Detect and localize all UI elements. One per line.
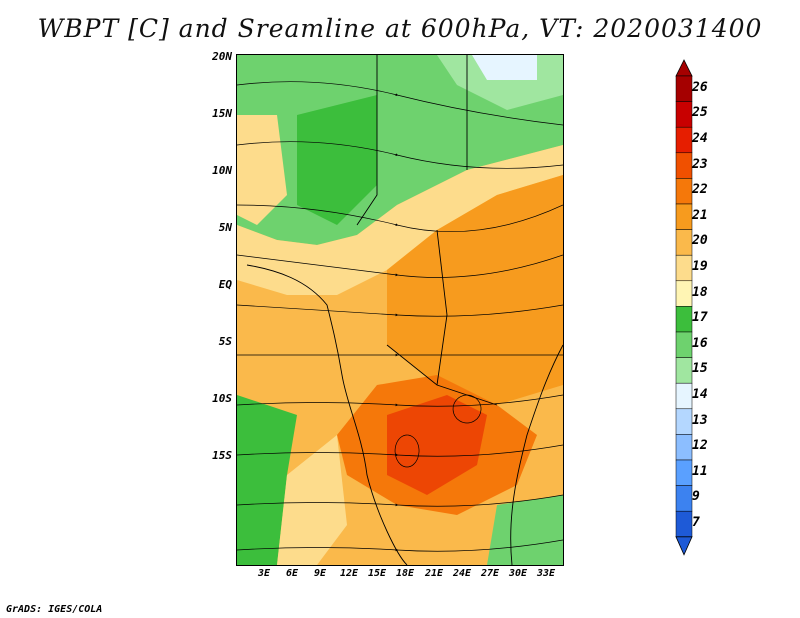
field-pale-north	[472, 55, 537, 80]
field-darkgreen-north	[297, 95, 377, 225]
colorbar-swatch	[675, 229, 693, 256]
colorbar-label: 20	[692, 233, 708, 249]
lat-label: 10N	[212, 164, 232, 177]
colorbar-label: 11	[692, 463, 708, 479]
lat-label: EQ	[218, 278, 232, 291]
colorbar-swatch	[675, 485, 693, 512]
colorbar-label: 12	[692, 438, 708, 454]
colorbar-swatch	[675, 357, 693, 384]
colorbar-swatch	[675, 434, 693, 461]
colorbar-label: 18	[692, 284, 708, 300]
colorbar-label: 25	[692, 105, 708, 121]
colorbar	[675, 59, 693, 556]
lon-label: 18E	[395, 568, 415, 579]
colorbar-swatch	[675, 382, 693, 410]
colorbar-label: 15	[692, 361, 708, 377]
lat-label: 5S	[218, 335, 232, 348]
field-green-southeast	[487, 495, 563, 565]
colorbar-swatch	[675, 280, 693, 307]
lon-label: 30E	[508, 568, 528, 579]
colorbar-label: 26	[692, 79, 708, 95]
colorbar-swatch	[675, 126, 693, 154]
lat-label: 15N	[212, 107, 232, 120]
field-green-southwest	[237, 395, 297, 565]
colorbar-label: 14	[692, 387, 708, 402]
lon-label: 24E	[452, 568, 472, 579]
lon-label: 33E	[536, 568, 556, 579]
streamlines	[237, 81, 563, 552]
colorbar-swatch	[675, 152, 693, 179]
colorbar-swatch	[675, 459, 693, 486]
lat-label: 20N	[212, 50, 232, 63]
colorbar-swatch	[675, 510, 693, 538]
colorbar-swatch	[675, 408, 693, 435]
field-orange-interior	[387, 175, 563, 405]
colorbar-label: 16	[692, 335, 708, 351]
field-yellow-west	[237, 115, 287, 225]
colorbar-label: 19	[692, 259, 708, 274]
colorbar-top-arrow	[675, 59, 693, 77]
colorbar-swatch	[675, 254, 693, 282]
colorbar-label: 13	[692, 412, 708, 428]
colorbar-label: 9	[692, 489, 700, 505]
colorbar-swatch	[675, 331, 693, 358]
colorbar-label: 23	[692, 156, 708, 172]
lon-label: 6E	[285, 568, 299, 579]
lon-label: 27E	[480, 568, 500, 579]
colorbar-swatch	[675, 178, 693, 205]
colorbar-bottom-arrow	[675, 536, 693, 556]
colorbar-swatch	[675, 75, 693, 102]
wbpt-field	[237, 55, 563, 565]
colorbar-label: 21	[692, 207, 708, 223]
lon-label: 12E	[339, 568, 359, 579]
colorbar-swatch	[675, 101, 693, 128]
lat-label: 5N	[218, 221, 232, 234]
field-yellow-band	[237, 145, 563, 295]
colorbar-swatch	[675, 203, 693, 230]
coastlines	[246, 55, 563, 565]
field-hotspot	[387, 395, 487, 495]
footer-credit: GrADS: IGES/COLA	[6, 604, 103, 615]
lon-label: 21E	[424, 568, 444, 579]
colorbar-label: 24	[692, 131, 708, 146]
lon-label: 3E	[257, 568, 271, 579]
lon-label: 15E	[367, 568, 387, 579]
lat-label: 10S	[212, 392, 232, 405]
lon-label: 9E	[313, 568, 327, 579]
field-yellow-southwest	[277, 435, 347, 565]
map-plot	[236, 54, 564, 566]
map-title: WBPT [C] and Sreamline at 600hPa, VT: 20…	[37, 14, 763, 43]
lat-label: 15S	[212, 449, 232, 462]
colorbar-swatch	[675, 306, 693, 333]
colorbar-label: 22	[692, 182, 708, 198]
colorbar-label: 7	[692, 515, 700, 530]
colorbar-label: 17	[692, 310, 708, 326]
